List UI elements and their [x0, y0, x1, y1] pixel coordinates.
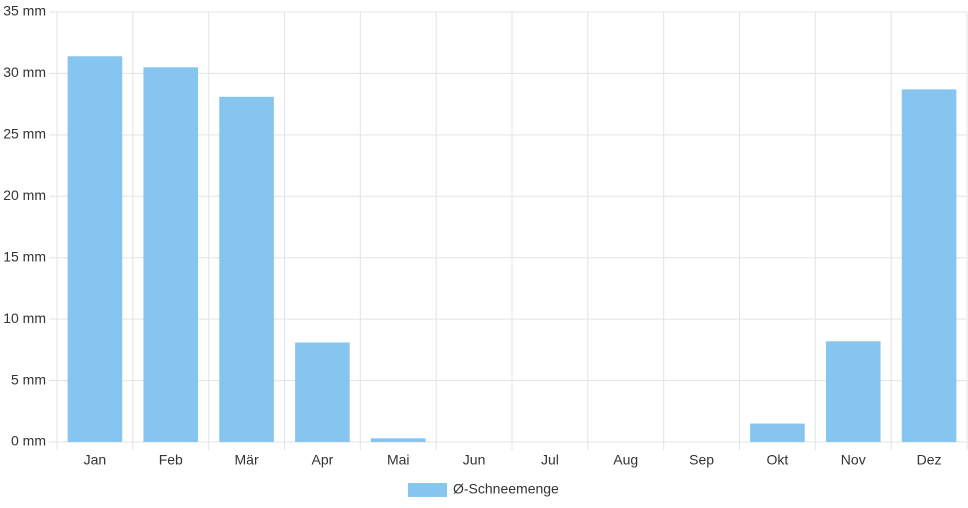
y-tick-label: 35 mm	[3, 3, 46, 19]
bar	[370, 438, 426, 442]
y-tick-label: 20 mm	[3, 187, 46, 203]
y-tick-label: 15 mm	[3, 248, 46, 264]
bar	[219, 96, 274, 443]
bar	[901, 89, 957, 443]
bar	[750, 423, 805, 442]
x-tick-label: Dez	[917, 452, 942, 468]
x-tick-label: Nov	[841, 452, 866, 468]
y-tick-label: 0 mm	[11, 433, 46, 449]
x-tick-label: Mai	[387, 452, 410, 468]
bar	[67, 56, 123, 442]
y-tick-label: 25 mm	[3, 126, 46, 142]
x-tick-label: Sep	[689, 452, 714, 468]
x-tick-label: Jan	[84, 452, 107, 468]
x-tick-label: Okt	[767, 452, 789, 468]
x-tick-label: Jul	[541, 452, 559, 468]
x-tick-label: Aug	[613, 452, 638, 468]
x-tick-label: Mär	[235, 452, 259, 468]
bar	[825, 341, 881, 442]
y-tick-label: 10 mm	[3, 310, 46, 326]
bar	[143, 67, 199, 443]
x-tick-label: Apr	[312, 452, 334, 468]
legend-label: Ø-Schneemenge	[453, 481, 559, 497]
y-tick-label: 5 mm	[11, 371, 46, 387]
y-tick-label: 30 mm	[3, 64, 46, 80]
legend-swatch[interactable]	[408, 483, 447, 497]
x-tick-label: Feb	[159, 452, 183, 468]
bar	[295, 342, 350, 442]
x-tick-label: Jun	[463, 452, 486, 468]
